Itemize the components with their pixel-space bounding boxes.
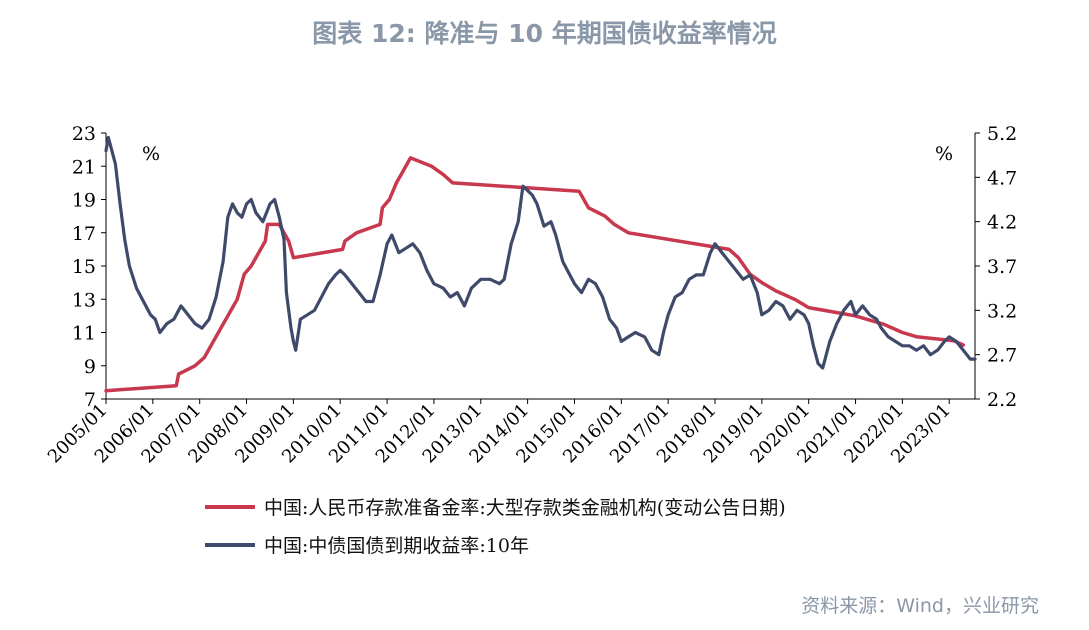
right-tick-label: 5.2: [987, 123, 1017, 145]
right-tick-label: 3.2: [987, 300, 1017, 322]
legend-label-yield: 中国:中债国债到期收益率:10年: [264, 535, 529, 557]
left-axis-unit: %: [142, 143, 160, 165]
right-tick-label: 4.7: [987, 167, 1017, 189]
left-tick-label: 21: [72, 156, 96, 178]
right-tick-label: 2.2: [987, 389, 1017, 411]
right-tick-label: 4.2: [987, 212, 1017, 234]
right-tick-label: 2.7: [987, 345, 1017, 367]
left-tick-label: 13: [72, 289, 96, 311]
axes: 23211917151311975.24.74.23.73.22.72.2200…: [44, 123, 1017, 467]
source-note: 资料来源：Wind，兴业研究: [801, 595, 1039, 617]
left-tick-label: 19: [72, 190, 96, 212]
right-tick-label: 3.7: [987, 256, 1017, 278]
left-tick-label: 11: [72, 323, 96, 345]
legend: 中国:人民币存款准备金率:大型存款类金融机构(变动公告日期) 中国:中债国债到期…: [205, 497, 786, 557]
series-lines: [104, 135, 977, 393]
series-line-yield: [104, 135, 977, 370]
left-tick-label: 7: [84, 389, 96, 411]
left-tick-label: 23: [72, 123, 96, 145]
legend-label-rrr: 中国:人民币存款准备金率:大型存款类金融机构(变动公告日期): [264, 497, 786, 519]
chart-title: 图表 12: 降准与 10 年期国债收益率情况: [312, 19, 777, 48]
left-tick-label: 9: [84, 356, 96, 378]
right-axis-unit: %: [935, 143, 953, 165]
left-tick-label: 15: [72, 256, 96, 278]
left-tick-label: 17: [72, 223, 96, 245]
series-line-rrr: [104, 156, 966, 393]
